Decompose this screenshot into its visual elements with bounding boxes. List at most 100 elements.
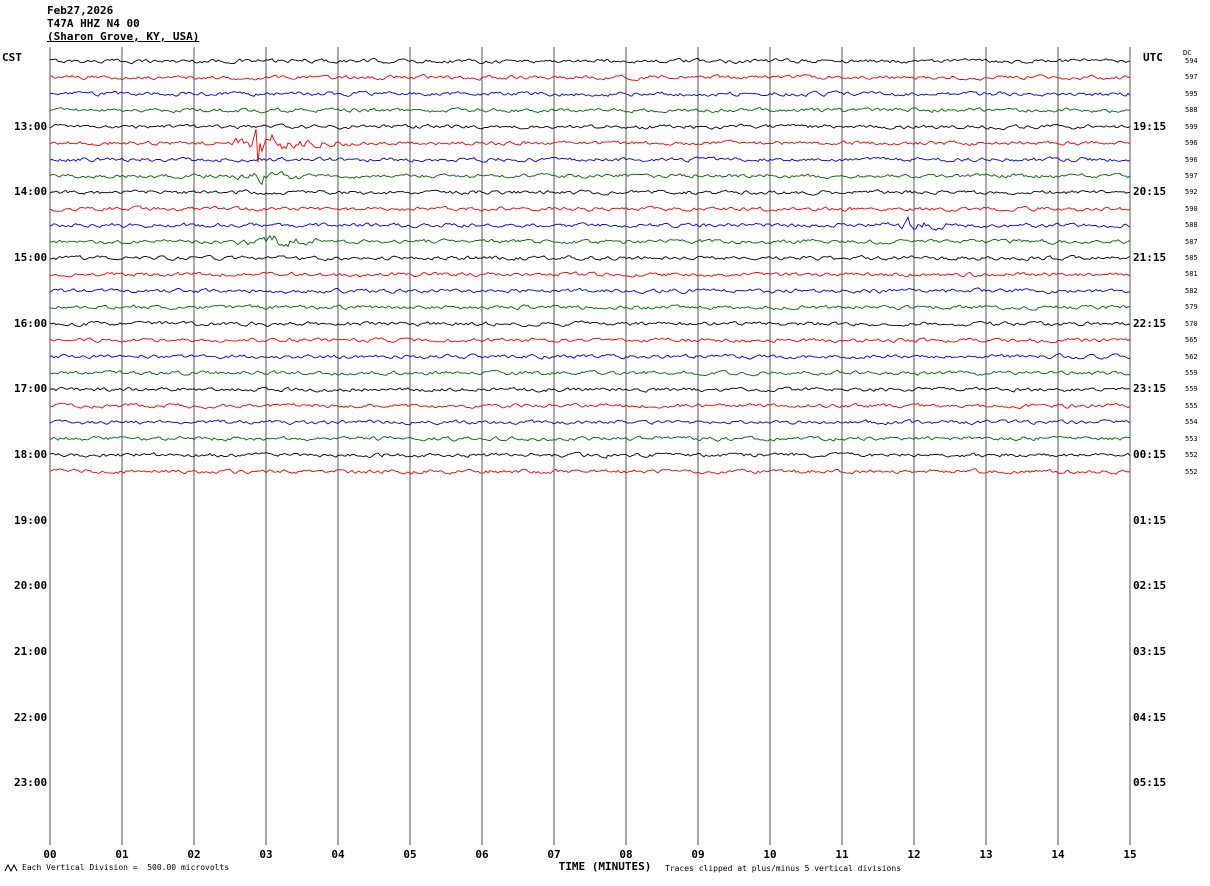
minute-label: 01 xyxy=(115,848,129,861)
left-hour-label: 13:00 xyxy=(14,119,48,133)
trace-row xyxy=(49,205,1131,212)
dc-column-header: DC xyxy=(1183,49,1192,57)
minute-label: 14 xyxy=(1051,848,1065,861)
right-hour-label: 23:15 xyxy=(1133,382,1167,396)
dc-value: 585 xyxy=(1185,254,1198,263)
right-hour-label: 04:15 xyxy=(1133,710,1167,724)
title-date: Feb27,2026 xyxy=(47,4,114,17)
trace-row xyxy=(49,171,1131,185)
right-hour-label: 21:15 xyxy=(1133,251,1167,265)
dc-value: 562 xyxy=(1185,352,1198,361)
dc-value: 553 xyxy=(1185,434,1198,443)
trace-row xyxy=(49,156,1131,163)
trace-row xyxy=(49,287,1131,294)
dc-value: 596 xyxy=(1185,155,1198,164)
left-hour-label: 17:00 xyxy=(14,382,48,396)
minute-label: 07 xyxy=(547,848,561,861)
right-hour-label: 22:15 xyxy=(1133,316,1167,330)
dc-value: 597 xyxy=(1185,73,1198,82)
left-hour-label: 19:00 xyxy=(14,513,48,527)
dc-value: 597 xyxy=(1185,171,1198,180)
left-hour-label: 22:00 xyxy=(14,710,48,724)
corner-squiggle-mark xyxy=(4,863,18,873)
left-hour-label: 15:00 xyxy=(14,251,48,265)
dc-value: 554 xyxy=(1185,418,1198,427)
title-block: Feb27,2026 T47A HHZ N4 00 (Sharon Grove,… xyxy=(47,4,199,43)
minute-label: 04 xyxy=(331,848,345,861)
dc-value: 596 xyxy=(1185,139,1198,148)
dc-value: 570 xyxy=(1185,319,1198,328)
minute-label: 03 xyxy=(259,848,273,861)
trace-row xyxy=(49,90,1131,97)
minute-label: 09 xyxy=(691,848,705,861)
trace-row xyxy=(49,57,1131,65)
minute-label: 00 xyxy=(43,848,57,861)
trace-row xyxy=(49,234,1131,248)
left-hour-label: 23:00 xyxy=(14,776,48,790)
trace-row xyxy=(49,254,1131,262)
clip-note: Traces clipped at plus/minus 5 vertical … xyxy=(665,864,902,873)
trace-row xyxy=(49,73,1131,81)
vertical-division-note: Each Vertical Division = 500.00 microvol… xyxy=(22,863,230,872)
dc-value: 581 xyxy=(1185,270,1198,279)
left-timezone-label: CST xyxy=(2,51,22,64)
dc-value: 552 xyxy=(1185,467,1198,476)
minute-label: 11 xyxy=(835,848,849,861)
title-location: (Sharon Grove, KY, USA) xyxy=(47,30,200,43)
trace-row xyxy=(49,320,1131,328)
left-hour-label: 16:00 xyxy=(14,316,48,330)
trace-row xyxy=(49,189,1131,196)
dc-value: 587 xyxy=(1185,237,1198,246)
x-axis-title: TIME (MINUTES) xyxy=(558,860,652,873)
trace-row xyxy=(49,435,1131,442)
left-hour-label: 14:00 xyxy=(14,185,48,199)
right-hour-label: 19:15 xyxy=(1133,119,1167,133)
dc-value: 559 xyxy=(1185,368,1198,377)
dc-value: 552 xyxy=(1185,451,1198,460)
right-hour-label: 20:15 xyxy=(1133,185,1167,199)
trace-row xyxy=(49,402,1131,410)
trace-row xyxy=(49,123,1131,131)
title-station: T47A HHZ N4 00 xyxy=(47,17,140,30)
right-hour-label: 01:15 xyxy=(1133,513,1167,527)
trace-row xyxy=(49,216,1131,231)
dc-value: 559 xyxy=(1185,385,1198,394)
minute-label: 06 xyxy=(475,848,489,861)
left-hour-label: 18:00 xyxy=(14,448,48,462)
dc-value: 595 xyxy=(1185,89,1198,98)
dc-value: 579 xyxy=(1185,303,1198,312)
trace-row xyxy=(49,128,1131,163)
trace-row xyxy=(49,419,1131,426)
dc-value: 592 xyxy=(1185,188,1198,197)
minute-label: 10 xyxy=(763,848,777,861)
trace-row xyxy=(49,304,1131,311)
minute-label: 05 xyxy=(403,848,417,861)
trace-row xyxy=(49,337,1131,344)
dc-value: 565 xyxy=(1185,336,1198,345)
dc-value: 588 xyxy=(1185,221,1198,230)
right-hour-label: 02:15 xyxy=(1133,579,1167,593)
minute-label: 13 xyxy=(979,848,993,861)
trace-row xyxy=(49,468,1131,475)
dc-value: 582 xyxy=(1185,286,1198,295)
dc-value: 599 xyxy=(1185,122,1198,131)
trace-row xyxy=(49,386,1131,393)
right-hour-label: 00:15 xyxy=(1133,448,1167,462)
minute-label: 02 xyxy=(187,848,201,861)
right-hour-label: 03:15 xyxy=(1133,645,1167,659)
right-timezone-label: UTC xyxy=(1143,51,1163,64)
trace-row xyxy=(49,353,1131,360)
trace-row xyxy=(49,451,1131,459)
trace-row xyxy=(49,271,1131,278)
minute-label: 08 xyxy=(619,848,633,861)
trace-row xyxy=(49,106,1131,114)
minute-label: 12 xyxy=(907,848,921,861)
left-hour-label: 21:00 xyxy=(14,645,48,659)
dc-value: 594 xyxy=(1185,57,1198,65)
left-hour-label: 20:00 xyxy=(14,579,48,593)
right-hour-label: 05:15 xyxy=(1133,776,1167,790)
dc-value: 588 xyxy=(1185,106,1198,115)
trace-row xyxy=(49,369,1131,377)
